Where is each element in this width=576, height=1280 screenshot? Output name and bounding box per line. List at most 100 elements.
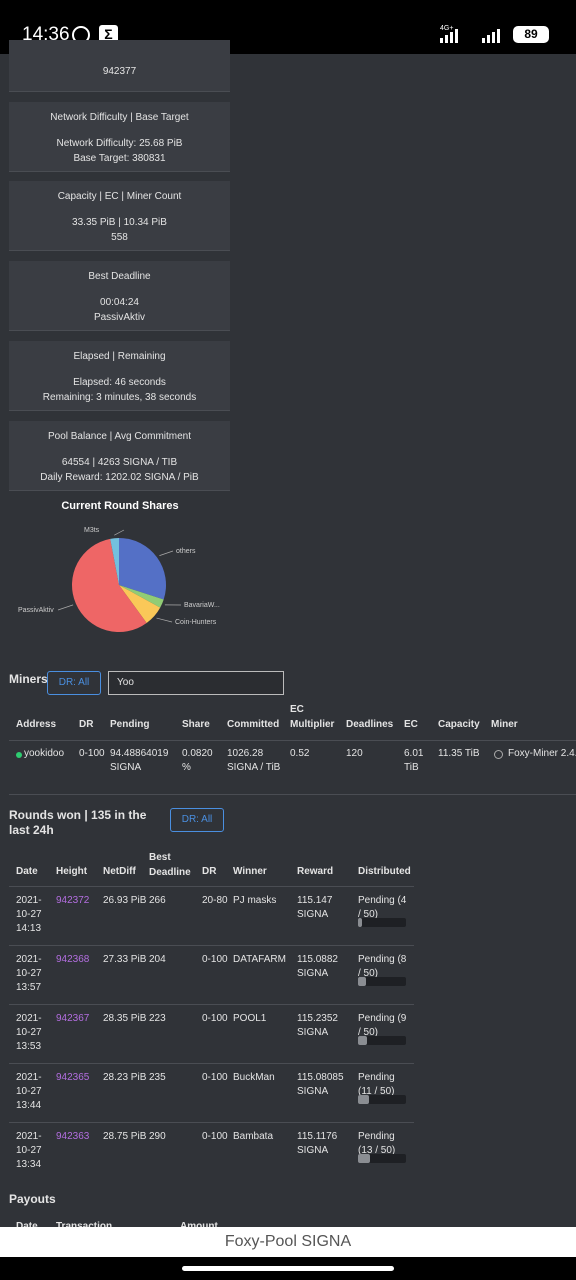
card-line: 33.35 PiB | 10.34 PiB [72,217,167,228]
table-header: Reward [297,866,334,877]
card-line: Remaining: 3 minutes, 38 seconds [42,392,197,403]
card-title: Elapsed | Remaining [73,351,166,362]
divider [9,1122,414,1123]
dr-filter[interactable]: DR: All [170,808,224,832]
progress-bar [358,1036,367,1045]
table-cell: Foxy-Miner 2.4.1 [508,748,576,759]
table-cell: 115.0882 SIGNA [297,954,338,979]
time: 14:36 [22,24,70,45]
table-header: Amount [180,1219,218,1234]
table-cell: 2021-10-27 13:34 [16,1131,42,1170]
stat-card: Network Difficulty | Base Target Network … [9,102,230,172]
table-cell: 20-80 [202,895,228,906]
card-line: Network Difficulty: 25.68 PiB [56,138,183,149]
progress-track [358,1095,406,1104]
table-cell: Pending (8 / 50) [358,954,407,979]
divider [9,794,576,795]
table-cell[interactable]: 942368 [56,954,90,965]
table-cell: 2021-10-27 13:57 [16,954,42,993]
section-title: Rounds won | 135 in the last 24h [9,808,147,837]
table-header: Capacity [438,719,480,730]
table-cell: 28.23 PiB [103,1072,147,1083]
chart-title: Current Round Shares [61,500,178,512]
slice-label: M3ts [84,527,100,534]
table-header: EC Multiplier [290,704,335,730]
table-cell: 115.1176 SIGNA [297,1131,338,1156]
table-cell: 266 [149,895,166,906]
stat-card: Best Deadline 00:04:24 PassivAktiv [9,261,230,331]
section-title: Miners [9,672,48,686]
leader-line [159,550,174,556]
signal-icons [440,29,500,43]
table-cell: 0.52 [290,748,310,759]
table-cell: Pending (9 / 50) [358,1013,407,1038]
battery: 89 [513,26,549,43]
card-title: Pool Balance | Avg Commitment [47,431,192,442]
table-cell: Pending (4 / 50) [358,895,407,920]
card-line: 64554 | 4263 SIGNA / TIB [61,457,178,468]
table-cell[interactable]: 942372 [56,895,90,906]
shares-chart: Current Round Shares others BavariaW... Co… [18,500,220,632]
stat-card: 942377 [9,40,230,92]
home-indicator [182,1266,394,1271]
card-title: Network Difficulty | Base Target [50,112,189,123]
table-cell: Bambata [233,1131,274,1142]
card-line: PassivAktiv [93,312,146,323]
table-header: DR [202,866,217,877]
slice-label: others [176,548,196,555]
table-cell: 0.0820 % [182,748,213,773]
card-line: Elapsed: 46 seconds [73,377,166,388]
table-cell: POOL1 [233,1013,267,1024]
progress-bar [358,918,362,927]
table-header: Transaction [56,1219,112,1234]
table-header: Pending [110,719,150,730]
stat-card: Pool Balance | Avg Commitment 64554 | 426… [9,421,230,491]
table-cell: 0-100 [202,1131,228,1142]
table-cell: 94.48864019 SIGNA [110,748,169,773]
info-icon [494,750,503,759]
status-dot [16,752,22,758]
progress-track [358,1154,406,1163]
table-cell[interactable]: 942365 [56,1072,90,1083]
dr-filter[interactable]: DR: All [47,671,101,695]
table-cell: yookidoo [24,748,65,759]
table-cell: 28.75 PiB [103,1131,147,1142]
pie-slice [71,538,147,632]
table-cell: 235 [149,1072,166,1083]
table-cell: Pending (11 / 50) [358,1072,395,1097]
stat-card: Capacity | EC | Miner Count 33.35 PiB | 1… [9,181,230,251]
table-header: Share [182,719,210,730]
table-header: Miner [491,719,518,730]
table-cell[interactable]: 942363 [56,1131,90,1142]
search-input[interactable]: Yoo [108,671,284,695]
progress-bar [358,1095,369,1104]
divider [9,945,414,946]
table-header: Date [16,866,38,877]
table-header: Deadlines [346,719,394,730]
table-cell: 1026.28 SIGNA / TiB [227,748,281,773]
divider [9,1004,414,1005]
table-cell: 2021-10-27 14:13 [16,895,42,934]
table-header: Best Deadline [149,852,191,878]
pie-slice [119,585,164,608]
card-line: 558 [111,232,128,243]
slice-label: Coin-Hunters [175,619,217,626]
table-header: Address [16,719,57,730]
progress-bar [358,1154,371,1163]
table-header: Date [16,1219,38,1234]
table-cell: 28.35 PiB [103,1013,147,1024]
network: 4G+ [440,25,454,32]
pie-slice [119,538,166,600]
leader-line [57,604,74,611]
table-cell: 6.01 TiB [404,748,424,773]
table-cell: BuckMan [233,1072,275,1083]
table-cell[interactable]: 942367 [56,1013,90,1024]
leader-line [114,529,125,536]
app-icon: Σ [99,25,118,44]
pie-slice [110,538,119,585]
divider [9,886,414,887]
table-cell: 0-100 [202,954,228,965]
pie-slice [119,585,161,624]
progress-bar [358,977,366,986]
